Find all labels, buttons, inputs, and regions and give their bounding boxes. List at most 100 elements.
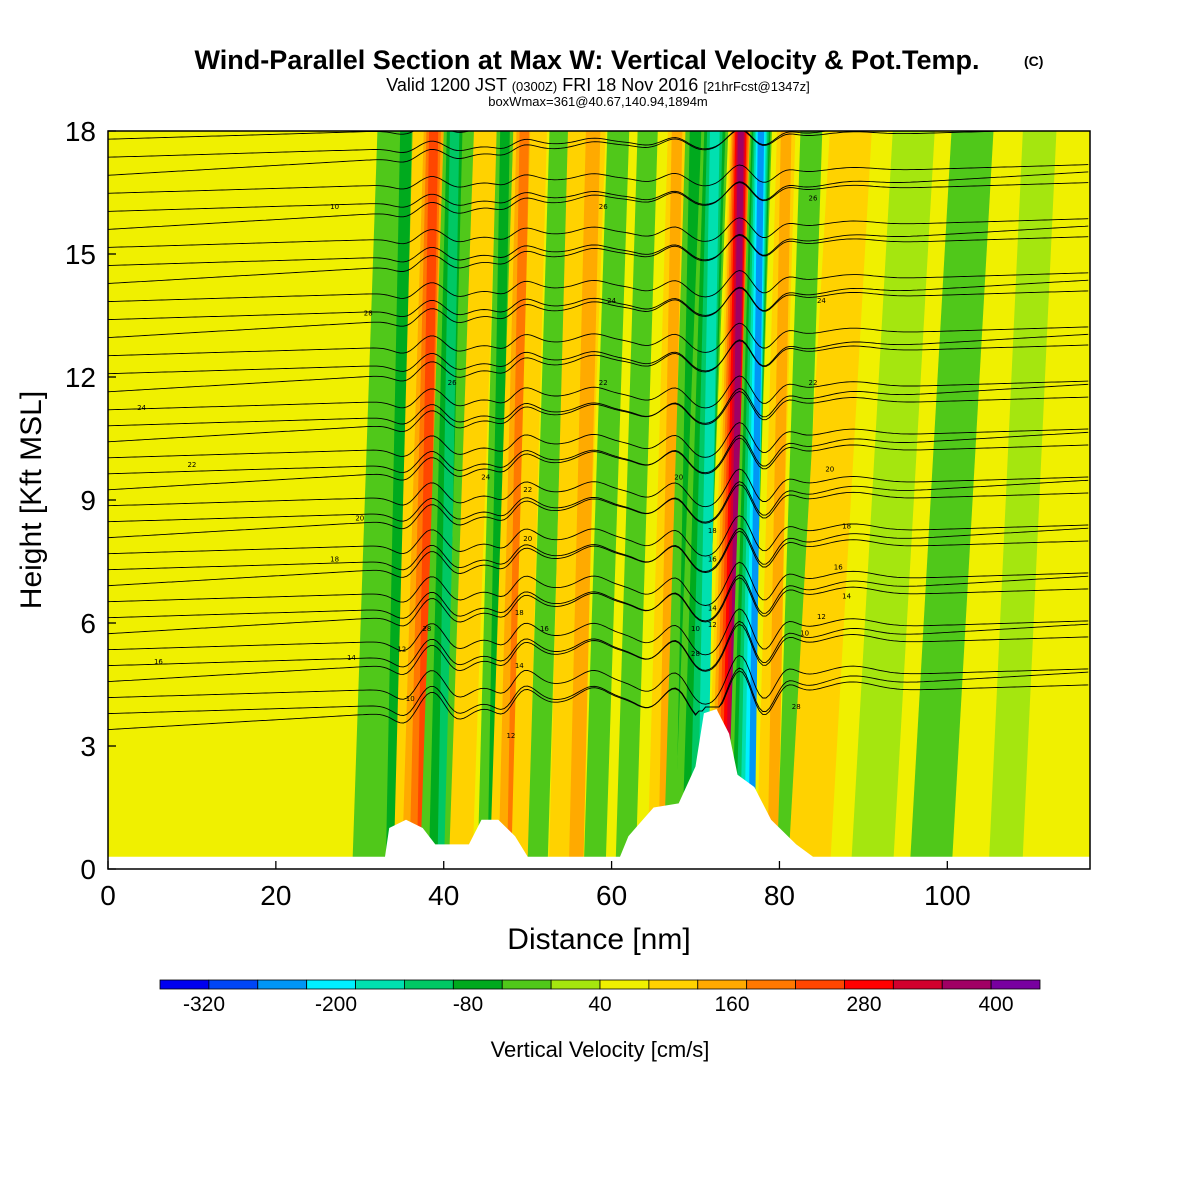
- contour-label-31: 22: [809, 379, 818, 387]
- contour-label-1: 22: [187, 461, 196, 469]
- vv-band-21-0: [776, 131, 823, 869]
- theta-contour-23: [108, 322, 1089, 357]
- theta-contour-6: [108, 574, 1089, 635]
- y-axis-label: Height [Kft MSL]: [15, 391, 48, 609]
- contour-label-24: 16: [708, 556, 717, 564]
- contour-label-37: 10: [800, 629, 809, 637]
- contour-label-28: 28: [691, 650, 700, 658]
- colorbar-swatch-1: [208, 979, 259, 990]
- theta-contour-19: [108, 391, 1089, 427]
- theta-contour-11: [108, 515, 1089, 557]
- vv-band-10-0: [527, 131, 570, 869]
- colorbar-swatch-12: [746, 979, 796, 990]
- x-axis: 0 20 40 60 80 100: [100, 861, 971, 911]
- x-tick-label: 40: [428, 880, 459, 911]
- vv-band-17-3: [697, 131, 720, 869]
- copyright-mark: (C): [1024, 53, 1043, 69]
- theta-contour-18: [108, 383, 1089, 443]
- contour-label-6: 12: [397, 646, 406, 654]
- theta-contour-15: [108, 431, 1089, 491]
- contour-label-10: 24: [481, 474, 490, 482]
- theta-contour-14: [108, 468, 1089, 508]
- theta-contour-2: [108, 654, 1089, 705]
- theta-contour-31: [108, 182, 1089, 212]
- contour-label-33: 18: [842, 523, 851, 531]
- valid-date: FRI 18 Nov 2016: [562, 75, 698, 95]
- chart-title: Wind-Parallel Section at Max W: Vertical…: [195, 45, 980, 75]
- theta-contour-29: [108, 217, 1089, 248]
- vertical-velocity-fill: [108, 131, 1090, 869]
- x-tick-label: 100: [924, 880, 971, 911]
- contour-label-35: 14: [842, 592, 851, 600]
- vv-band-13-0: [583, 131, 630, 869]
- theta-contour-33: [108, 131, 829, 176]
- contour-label-26: 12: [708, 621, 717, 629]
- contour-label-32: 20: [825, 465, 834, 473]
- theta-contour-10: [108, 530, 1089, 573]
- contour-label-16: 12: [506, 732, 515, 740]
- theta-contour-30: [108, 171, 1089, 230]
- colorbar-tick-label: 400: [978, 993, 1013, 1016]
- colorbar-swatch-9: [599, 979, 650, 990]
- theta-contour-32: [108, 164, 1089, 194]
- theta-contour-20: [108, 375, 1089, 411]
- vv-band-9-0: [511, 131, 547, 869]
- colorbar-swatch-0: [159, 979, 210, 990]
- colorbar-swatch-15: [892, 979, 943, 990]
- contour-label-27: 10: [691, 625, 700, 633]
- y-tick-label: 12: [65, 362, 96, 393]
- theta-contour-5: [108, 608, 1089, 656]
- vv-band-0-0: [352, 131, 401, 869]
- contour-label-12: 20: [523, 535, 532, 543]
- colorbar-swatch-14: [844, 979, 894, 990]
- contour-label-4: 16: [154, 658, 163, 666]
- vv-band-6-0: [448, 131, 498, 869]
- vv-band-20-1: [767, 131, 792, 869]
- colorbar-swatch-2: [257, 979, 308, 990]
- theta-contour-22: [108, 340, 1089, 375]
- colorbar-swatch-6: [452, 979, 503, 990]
- vv-band-22-0: [788, 131, 872, 869]
- vv-band-4-2: [437, 131, 460, 869]
- colorbar-tick-label: 40: [588, 993, 611, 1016]
- colorbar-swatch-17: [990, 979, 1041, 990]
- contour-label-25: 14: [708, 605, 717, 613]
- x-tick-label: 20: [260, 880, 291, 911]
- vv-band-8-2: [507, 131, 530, 869]
- theta-contour-0: [108, 667, 1089, 731]
- theta-contour-35: [108, 131, 471, 140]
- vv-band-1-1: [385, 131, 412, 869]
- x-tick-label: 60: [596, 880, 627, 911]
- contour-label-38: 28: [792, 703, 801, 711]
- contour-label-36: 12: [817, 613, 826, 621]
- colorbar-swatch-4: [355, 979, 405, 990]
- theta-contour-17: [108, 422, 1089, 459]
- potential-temperature-contours: [108, 131, 1089, 731]
- colorbar: [159, 979, 1041, 990]
- vv-band-7-1: [487, 131, 510, 869]
- contour-label-9: 26: [448, 379, 457, 387]
- contour-label-30: 24: [817, 297, 826, 305]
- y-tick-label: 3: [80, 731, 96, 762]
- contour-label-5: 14: [347, 654, 356, 662]
- colorbar-swatch-5: [404, 979, 454, 990]
- colorbar-label: Vertical Velocity [cm/s]: [491, 1037, 710, 1062]
- contour-label-18: 28: [364, 310, 373, 318]
- valid-prefix: Valid 1200 JST: [386, 75, 507, 95]
- y-tick-label: 6: [80, 608, 96, 639]
- plot-area: 24 22 20 18 16 14 12 10 28 26 24 22 20 18 16 14 12 10 28 26…: [108, 131, 1090, 869]
- contour-label-13: 18: [515, 609, 524, 617]
- x-tick-label: 0: [100, 880, 116, 911]
- contour-label-20: 24: [607, 297, 616, 305]
- contour-label-2: 20: [355, 515, 364, 523]
- contour-labels: 24 22 20 18 16 14 12 10 28 26 24 22 20 18 16 14 12 10 28 26…: [137, 195, 851, 740]
- theta-contour-25: [108, 287, 1089, 321]
- colorbar-swatch-7: [501, 979, 552, 990]
- y-tick-label: 0: [80, 854, 96, 885]
- contour-label-22: 20: [674, 474, 683, 482]
- contour-label-19: 26: [599, 203, 608, 211]
- contour-label-11: 22: [523, 486, 532, 494]
- theta-contour-13: [108, 484, 1089, 524]
- colorbar-ticks: -320 -200 -80 40 160 280 400: [183, 993, 1014, 1016]
- colorbar-swatch-3: [306, 979, 356, 990]
